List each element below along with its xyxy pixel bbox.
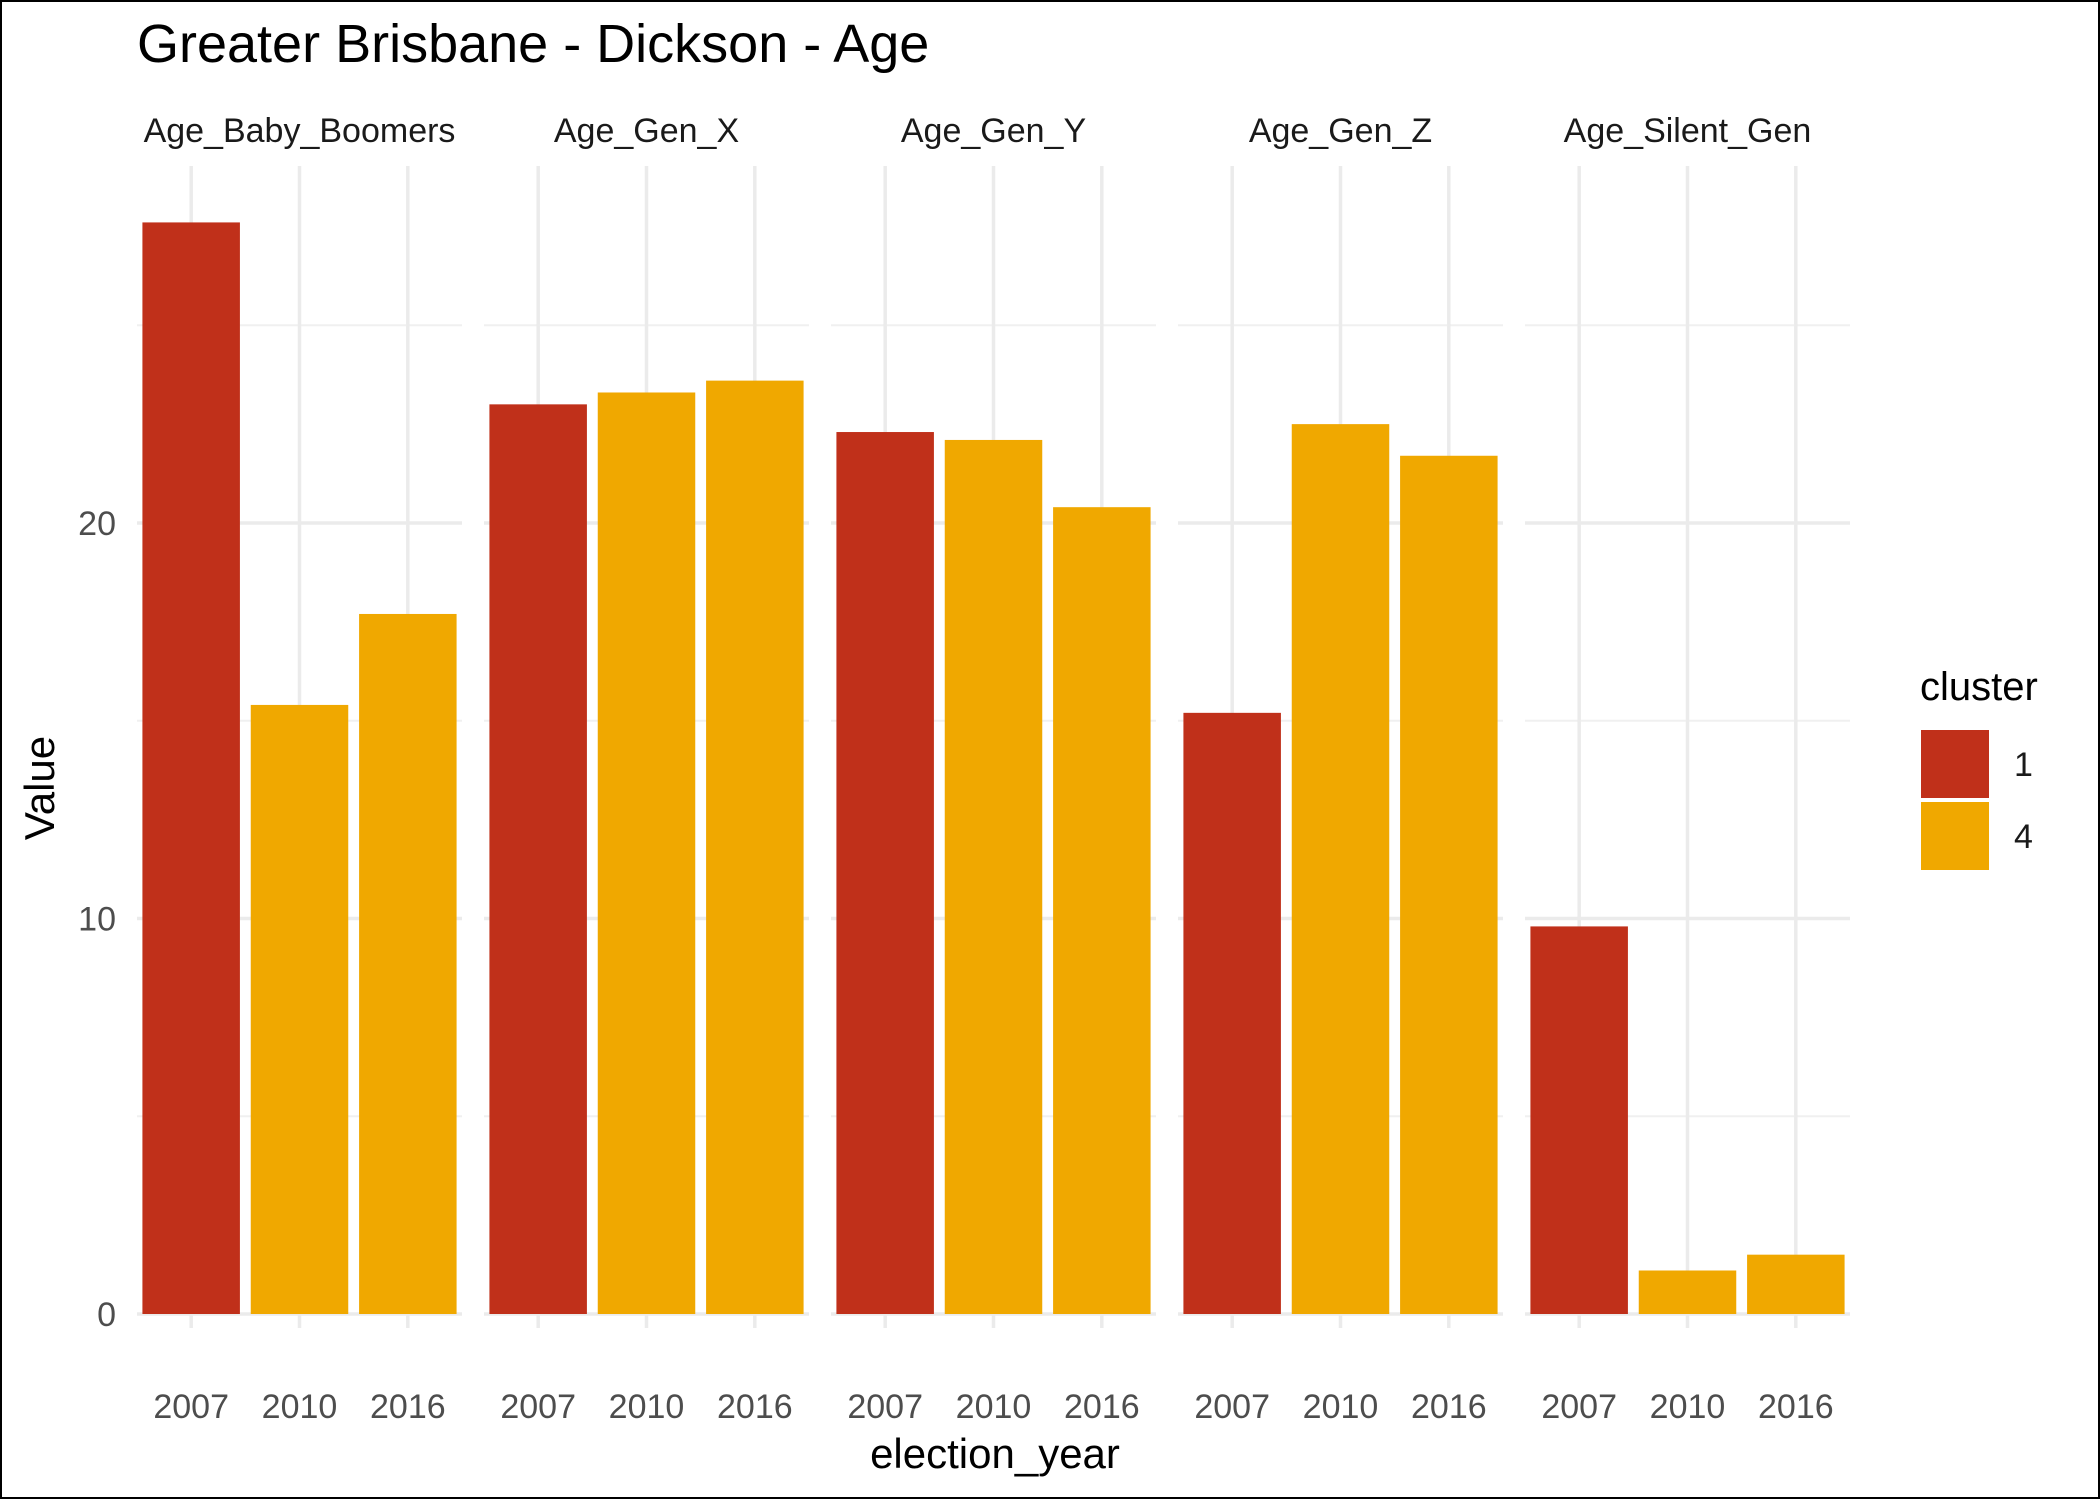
chart-title: Greater Brisbane - Dickson - Age [137,14,929,74]
legend-swatch [1921,802,1989,870]
facet-label: Age_Silent_Gen [1564,112,1812,150]
bar [1747,1254,1845,1314]
bar [836,432,934,1314]
bar [250,704,349,1314]
facet-label: Age_Baby_Boomers [144,112,456,150]
bar [1291,424,1390,1314]
legend-label: 4 [2014,818,2033,856]
bar [1400,455,1498,1314]
bar [359,613,457,1314]
x-tick-label: 2016 [370,1388,446,1426]
bar [1183,712,1281,1314]
x-tick-label: 2007 [1541,1388,1617,1426]
bar-layer [142,222,1845,1315]
legend-title: cluster [1920,665,2038,709]
legend-label: 1 [2014,746,2033,784]
bar [1053,507,1151,1314]
legend: cluster 1 4 [1920,665,2038,870]
bar [944,439,1043,1314]
x-tick-label: 2010 [609,1388,685,1426]
legend-swatch [1921,730,1989,798]
x-tick-label: 2007 [153,1388,229,1426]
bar [1530,926,1628,1314]
x-tick-label: 2010 [956,1388,1032,1426]
x-tick-label: 2010 [1303,1388,1379,1426]
bar [597,392,696,1314]
y-tick-label: 20 [78,505,116,543]
facet-label: Age_Gen_X [554,112,739,150]
x-tick-label: 2010 [1650,1388,1726,1426]
x-tick-label: 2007 [847,1388,923,1426]
y-tick-label: 0 [97,1296,116,1334]
facet-label: Age_Gen_Y [901,112,1086,150]
bar [1638,1270,1737,1314]
bar [142,222,240,1314]
bar [706,380,804,1314]
x-tick-label: 2016 [1064,1388,1140,1426]
x-tick-label: 2016 [1411,1388,1487,1426]
x-tick-label: 2007 [500,1388,576,1426]
x-tick-label: 2016 [1758,1388,1834,1426]
x-tick-label: 2010 [262,1388,338,1426]
facet-label: Age_Gen_Z [1249,112,1432,150]
y-tick-label: 10 [78,901,116,939]
x-axis-title: election_year [870,1430,1120,1477]
y-axis-title: Value [16,736,63,840]
x-tick-label: 2016 [717,1388,793,1426]
x-tick-label: 2007 [1194,1388,1270,1426]
bar [489,404,587,1315]
